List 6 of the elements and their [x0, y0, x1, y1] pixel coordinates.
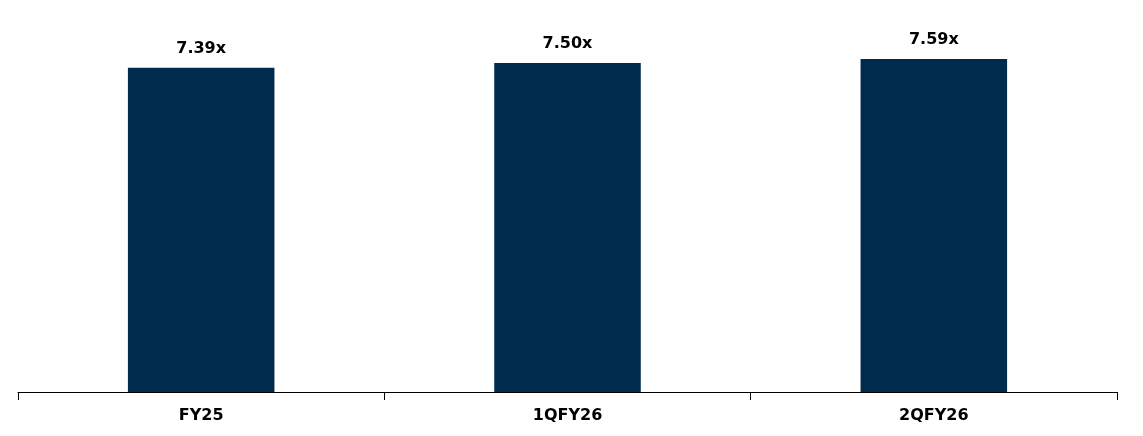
- data-label: 7.39x: [176, 38, 227, 58]
- x-tick-label: FY25: [178, 404, 224, 424]
- x-tick-label: 2QFY26: [899, 404, 969, 424]
- x-tick-label: 1QFY26: [532, 404, 603, 424]
- data-label: 7.59x: [908, 29, 960, 49]
- data-label: 7.50x: [542, 33, 594, 53]
